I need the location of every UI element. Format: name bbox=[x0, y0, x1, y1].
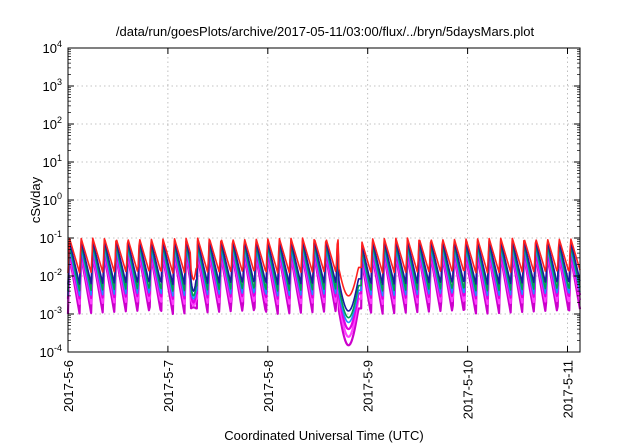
y-tick-label: 101 bbox=[43, 153, 62, 170]
y-tick-label: 10-2 bbox=[40, 267, 62, 284]
series-line bbox=[67, 243, 581, 319]
series-line bbox=[67, 239, 581, 312]
x-tick-label: 2017-5-9 bbox=[361, 360, 376, 412]
y-tick-label: 100 bbox=[43, 191, 62, 208]
x-axis-label: Coordinated Universal Time (UTC) bbox=[224, 428, 423, 443]
chart-title: /data/run/goesPlots/archive/2017-05-11/0… bbox=[116, 24, 535, 39]
series-line bbox=[67, 247, 581, 324]
y-tick-label: 10-3 bbox=[40, 305, 62, 322]
y-axis-label: cSv/day bbox=[28, 176, 43, 223]
x-tick-label: 2017-5-10 bbox=[461, 360, 476, 419]
y-tick-label: 103 bbox=[43, 77, 62, 94]
x-tick-label: 2017-5-11 bbox=[561, 360, 576, 418]
y-tick-label: 10-1 bbox=[40, 229, 62, 246]
series-line bbox=[67, 237, 581, 297]
y-tick-label: 104 bbox=[43, 39, 62, 56]
x-tick-label: 2017-5-8 bbox=[261, 360, 276, 412]
y-tick-label: 10-4 bbox=[40, 343, 62, 360]
series-group bbox=[66, 237, 582, 347]
x-tick-label: 2017-5-6 bbox=[61, 360, 76, 412]
x-tick-label: 2017-5-7 bbox=[161, 360, 176, 412]
y-tick-label: 102 bbox=[43, 115, 62, 132]
y-axis: 10-4 10-3 10-2 10-1 100 101 102 103 104 bbox=[40, 39, 580, 360]
x-axis: 2017-5-6 2017-5-7 2017-5-8 2017-5-9 2017-5-1… bbox=[61, 48, 576, 419]
